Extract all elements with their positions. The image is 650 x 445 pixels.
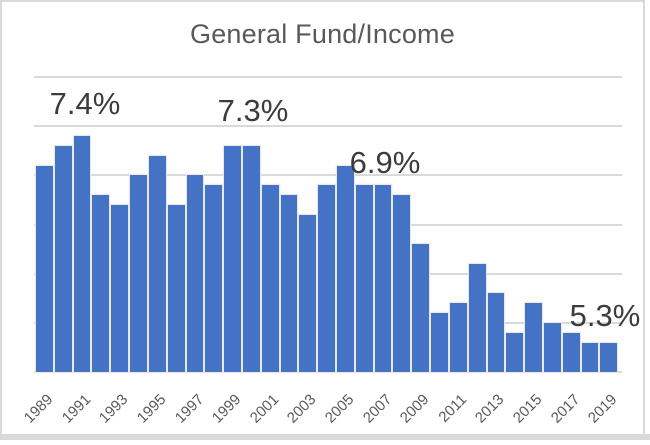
bar-2011 <box>449 303 467 372</box>
bar-2008 <box>393 195 411 372</box>
bar-2010 <box>431 313 448 372</box>
chart-frame-border <box>0 0 645 435</box>
bar-2018 <box>581 342 599 372</box>
bar-1994 <box>130 175 147 372</box>
bar-1989 <box>36 165 53 372</box>
gridline <box>34 125 622 127</box>
bars-layer <box>36 77 618 372</box>
bar-2017 <box>562 332 580 372</box>
bar-2007 <box>374 185 392 372</box>
data-label-2000: 7.3% <box>217 93 289 128</box>
bar-2019 <box>600 342 618 372</box>
bar-2009 <box>412 244 430 372</box>
bar-1993 <box>111 204 129 372</box>
bar-2002 <box>280 195 298 372</box>
bar-1999 <box>224 145 241 372</box>
bar-1998 <box>205 185 223 372</box>
data-label-2007: 6.9% <box>349 145 421 180</box>
bar-2014 <box>506 332 524 372</box>
data-label-1991: 7.4% <box>49 86 121 121</box>
bar-2016 <box>543 322 561 372</box>
bar-1997 <box>186 175 204 372</box>
gridline <box>34 371 622 373</box>
bar-2003 <box>299 214 317 372</box>
bar-2005 <box>337 165 354 372</box>
gridline <box>34 174 622 176</box>
bar-2006 <box>355 185 373 372</box>
bar-1996 <box>167 204 185 372</box>
chart-title: General Fund/Income <box>190 19 455 49</box>
bar-2000 <box>242 145 260 372</box>
data-label-2019: 5.3% <box>569 298 641 333</box>
bar-2015 <box>525 303 542 372</box>
bar-2012 <box>468 263 486 372</box>
bar-1992 <box>92 195 110 372</box>
bar-2013 <box>487 293 505 372</box>
bar-1995 <box>148 155 166 372</box>
bar-2004 <box>318 185 335 372</box>
bottom-strip <box>0 434 650 440</box>
gridline <box>34 76 622 78</box>
bar-1991 <box>73 136 91 372</box>
bar-1990 <box>54 145 72 372</box>
bar-2001 <box>261 185 279 372</box>
